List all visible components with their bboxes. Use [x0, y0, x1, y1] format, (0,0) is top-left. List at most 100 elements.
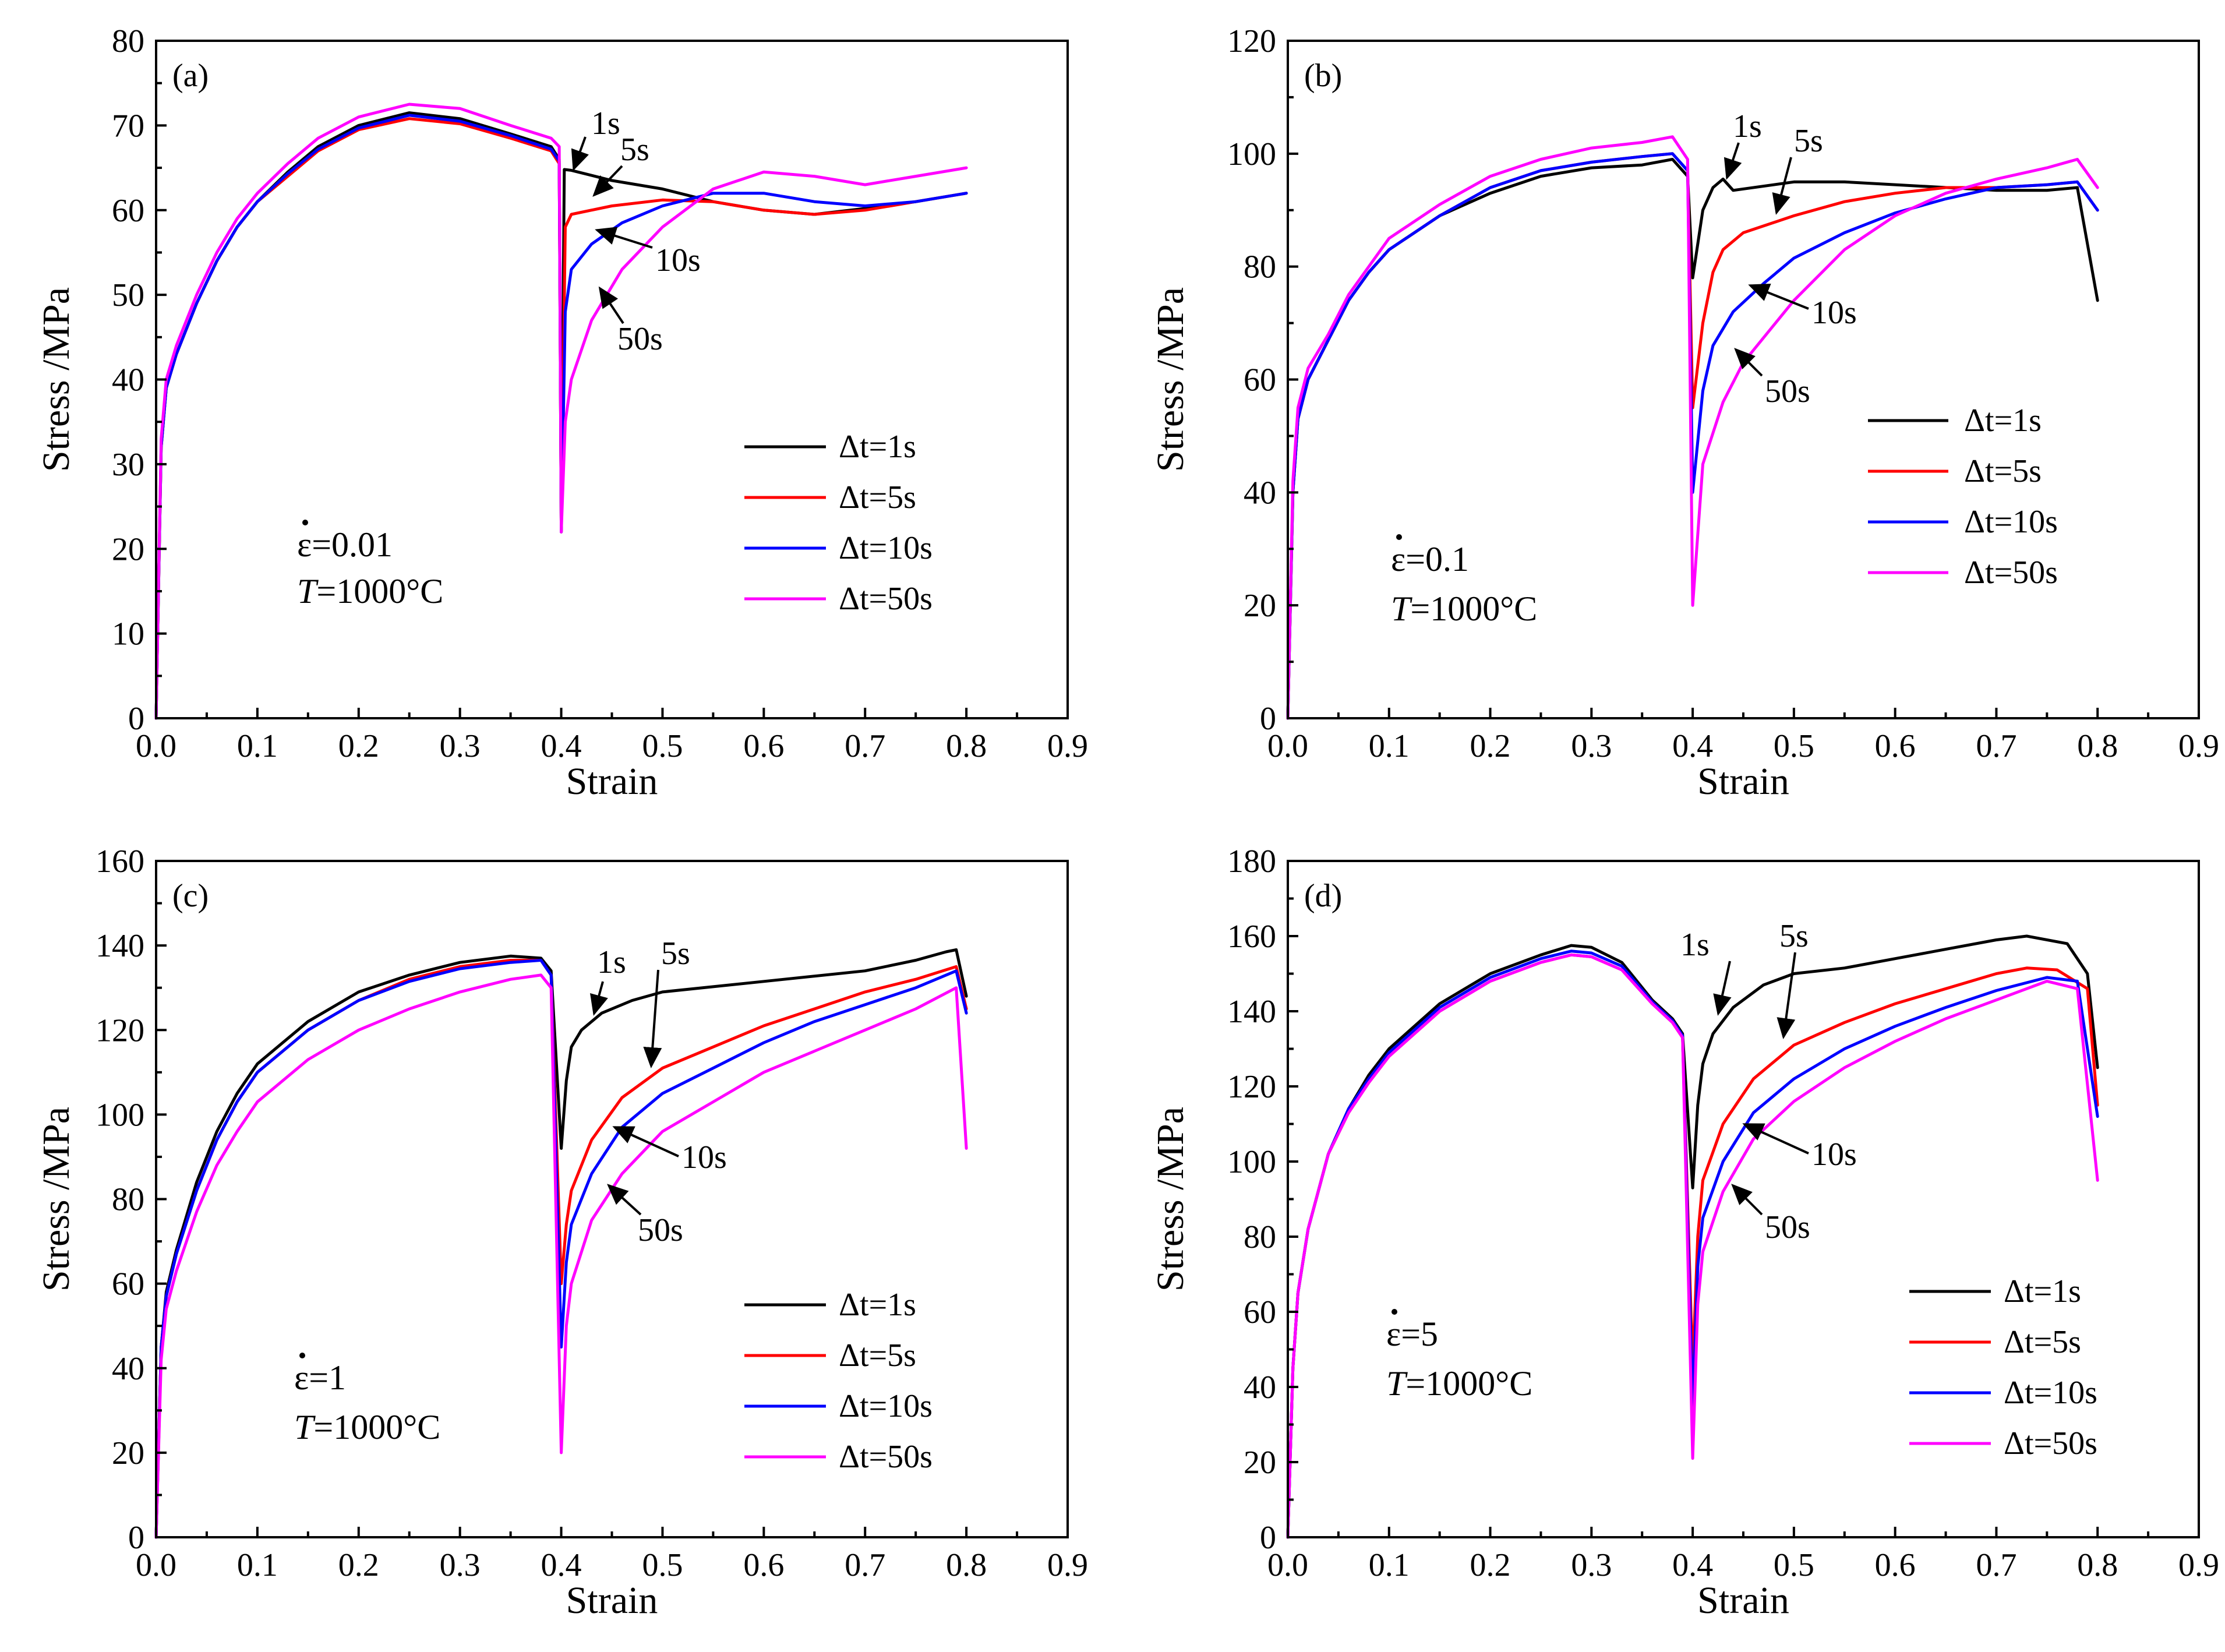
y-tick-label: 20	[1244, 1445, 1276, 1481]
y-axis-label: Stress /MPa	[35, 1107, 77, 1291]
annotation-arrow	[1731, 1184, 1763, 1216]
y-tick-label: 120	[96, 1012, 144, 1049]
annotation-arrow	[1742, 1123, 1809, 1155]
x-tick-label: 0.0	[136, 1547, 176, 1583]
x-tick-label: 0.8	[946, 728, 987, 764]
temperature-label: T=1000°C	[1391, 590, 1537, 628]
y-tick-label: 160	[1227, 919, 1276, 955]
annotation-label: 50s	[1765, 1209, 1810, 1245]
x-tick-label: 0.1	[1369, 728, 1410, 764]
x-tick-label: 0.6	[1875, 728, 1916, 764]
panel-label: (b)	[1304, 58, 1342, 94]
y-tick-label: 160	[96, 843, 144, 880]
x-tick-label: 0.8	[2077, 1547, 2118, 1583]
x-tick-label: 0.6	[743, 728, 784, 764]
y-tick-label: 80	[112, 1182, 144, 1218]
y-tick-label: 60	[1244, 362, 1276, 398]
x-tick-label: 0.9	[2178, 1547, 2219, 1583]
annotation-label: 50s	[1765, 373, 1810, 410]
series-line-4	[154, 973, 968, 1539]
temperature-value: =1000°C	[1410, 590, 1537, 628]
annotation-arrow	[1713, 961, 1732, 1016]
x-tick-label: 0.7	[1976, 728, 2016, 764]
legend-entry: Δt=1s	[839, 1287, 916, 1323]
annotation-arrow	[643, 969, 662, 1068]
annotation-arrow	[592, 165, 623, 197]
series-line-4	[154, 103, 968, 720]
annotation-arrow	[589, 981, 608, 1016]
x-axis-label: Strain	[1697, 760, 1789, 803]
legend-entry: Δt=50s	[2004, 1425, 2097, 1462]
x-tick-label: 0.9	[1047, 1547, 1088, 1583]
chart-panel-c: 0.0 0.1 0.2 0.3 0.4 0.5 0.6 0.7 0.8 0.9 0 20 40 60 80 1…	[35, 843, 1088, 1622]
temperature-symbol: T	[294, 1408, 316, 1446]
x-tick-label: 0.9	[1047, 728, 1088, 764]
y-tick-label: 120	[1227, 23, 1276, 59]
chart-panel-d: 0.0 0.1 0.2 0.3 0.4 0.5 0.6 0.7 0.8 0.9 0 20 40 60 80 1…	[1149, 843, 2219, 1622]
annotation-arrow	[1777, 952, 1796, 1039]
series-line-3	[154, 114, 968, 720]
strain-rate-label: ε=0.1	[1391, 540, 1469, 578]
y-tick-label: 180	[1227, 843, 1276, 880]
y-tick-label: 0	[128, 1520, 144, 1556]
chart-panel-b: 0.0 0.1 0.2 0.3 0.4 0.5 0.6 0.7 0.8 0.9 0 20 40 60 80 1…	[1149, 23, 2219, 803]
x-tick-label: 0.6	[743, 1547, 784, 1583]
annotation-label: 5s	[620, 132, 649, 168]
y-tick-label: 100	[96, 1097, 144, 1133]
annotation-label: 10s	[655, 242, 701, 278]
legend-entry: Δt=1s	[2004, 1273, 2081, 1309]
series-line-1	[154, 948, 968, 1539]
y-tick-label: 40	[1244, 1369, 1276, 1406]
y-tick-label: 100	[1227, 1144, 1276, 1180]
y-tick-label: 0	[1260, 701, 1276, 737]
temperature-value: =1000°C	[316, 572, 443, 610]
x-tick-label: 0.3	[1571, 1547, 1612, 1583]
y-axis-label: Stress /MPa	[1149, 287, 1192, 472]
temperature-value: =1000°C	[1405, 1364, 1532, 1403]
x-tick-label: 0.5	[1774, 1547, 1814, 1583]
temperature-label: T=1000°C	[1386, 1364, 1532, 1403]
annotation-label: 50s	[638, 1212, 683, 1248]
series-line-4	[1286, 135, 2099, 720]
y-tick-label: 50	[112, 277, 144, 313]
annotation-arrow	[1748, 284, 1809, 310]
annotation-arrow	[571, 136, 589, 171]
annotation-arrow	[1724, 142, 1742, 180]
x-tick-label: 0.3	[440, 1547, 481, 1583]
x-tick-label: 0.4	[541, 1547, 582, 1583]
y-tick-label: 140	[1227, 994, 1276, 1030]
y-tick-label: 20	[112, 1435, 144, 1471]
y-tick-label: 40	[112, 1351, 144, 1387]
y-tick-label: 20	[112, 531, 144, 567]
x-tick-label: 0.0	[136, 728, 176, 764]
y-tick-label: 120	[1227, 1069, 1276, 1105]
y-tick-label: 80	[1244, 1219, 1276, 1255]
x-tick-label: 0.2	[1470, 1547, 1511, 1583]
temperature-value: =1000°C	[313, 1408, 440, 1446]
x-tick-label: 0.2	[1470, 728, 1511, 764]
series-line-3	[154, 959, 968, 1539]
legend-entry: Δt=5s	[2004, 1324, 2081, 1360]
x-tick-label: 0.3	[440, 728, 481, 764]
annotation-label: 1s	[597, 944, 626, 980]
y-tick-label: 140	[96, 928, 144, 964]
x-axis-label: Strain	[566, 760, 658, 803]
annotation-label: 5s	[1794, 123, 1823, 159]
x-tick-label: 0.1	[237, 728, 278, 764]
x-tick-label: 0.0	[1267, 728, 1308, 764]
panel-label: (a)	[172, 58, 209, 94]
x-tick-label: 0.4	[1672, 1547, 1713, 1583]
y-axis-label: Stress /MPa	[35, 287, 77, 472]
y-tick-label: 0	[128, 701, 144, 737]
x-tick-label: 0.4	[541, 728, 582, 764]
annotation-label: 50s	[617, 321, 663, 357]
legend-entry: Δt=50s	[839, 581, 933, 617]
legend-entry: Δt=50s	[839, 1439, 933, 1475]
temperature-label: T=1000°C	[294, 1408, 440, 1446]
y-tick-label: 20	[1244, 588, 1276, 624]
annotation-label: 10s	[1811, 1136, 1857, 1173]
x-tick-label: 0.1	[1369, 1547, 1410, 1583]
legend-entry: Δt=5s	[839, 479, 916, 516]
annotation-arrow	[595, 227, 653, 249]
legend-entry: Δt=50s	[1964, 555, 2058, 591]
